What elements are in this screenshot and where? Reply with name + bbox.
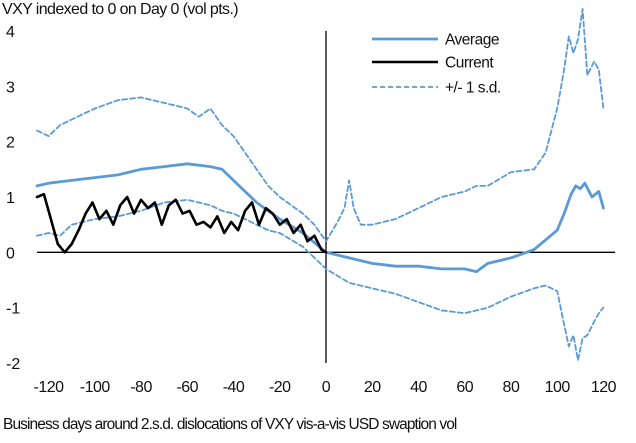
- legend-label-2: +/- 1 s.d.: [445, 80, 501, 97]
- chart-title: VXY indexed to 0 on Day 0 (vol pts.): [2, 1, 239, 18]
- y-tick-label: 3: [6, 79, 15, 96]
- legend-label-1: Current: [445, 55, 494, 72]
- series-line-1-s-d-2: [36, 7, 605, 243]
- x-tick-label: 60: [456, 379, 473, 396]
- x-tick-label: 40: [410, 379, 427, 396]
- series-line-average-0: [35, 162, 605, 274]
- y-tick-label: -1: [6, 301, 20, 318]
- x-tick-label: 100: [545, 379, 571, 396]
- x-tick-label: -80: [130, 379, 152, 396]
- x-tick-label: -60: [176, 379, 198, 396]
- y-tick-label: -2: [6, 356, 20, 373]
- y-tick-label: 0: [6, 245, 15, 262]
- legend-label-0: Average: [445, 32, 499, 49]
- x-tick-label: -20: [269, 379, 291, 396]
- y-tick-label: 2: [6, 135, 15, 152]
- y-tick-label: 4: [6, 24, 15, 41]
- series-line-current-1: [35, 192, 328, 254]
- x-tick-label: -40: [223, 379, 245, 396]
- series-line-1-s-d-lower-3: [36, 198, 605, 362]
- x-tick-label: -120: [34, 379, 65, 396]
- x-tick-label: 20: [364, 379, 381, 396]
- x-tick-label: 120: [591, 379, 617, 396]
- x-tick-label: 80: [503, 379, 520, 396]
- y-tick-label: 1: [6, 190, 15, 207]
- x-tick-label: -100: [80, 379, 111, 396]
- x-axis-title: Business days around 2.s.d. dislocations…: [3, 416, 457, 433]
- x-tick-label: 0: [322, 379, 331, 396]
